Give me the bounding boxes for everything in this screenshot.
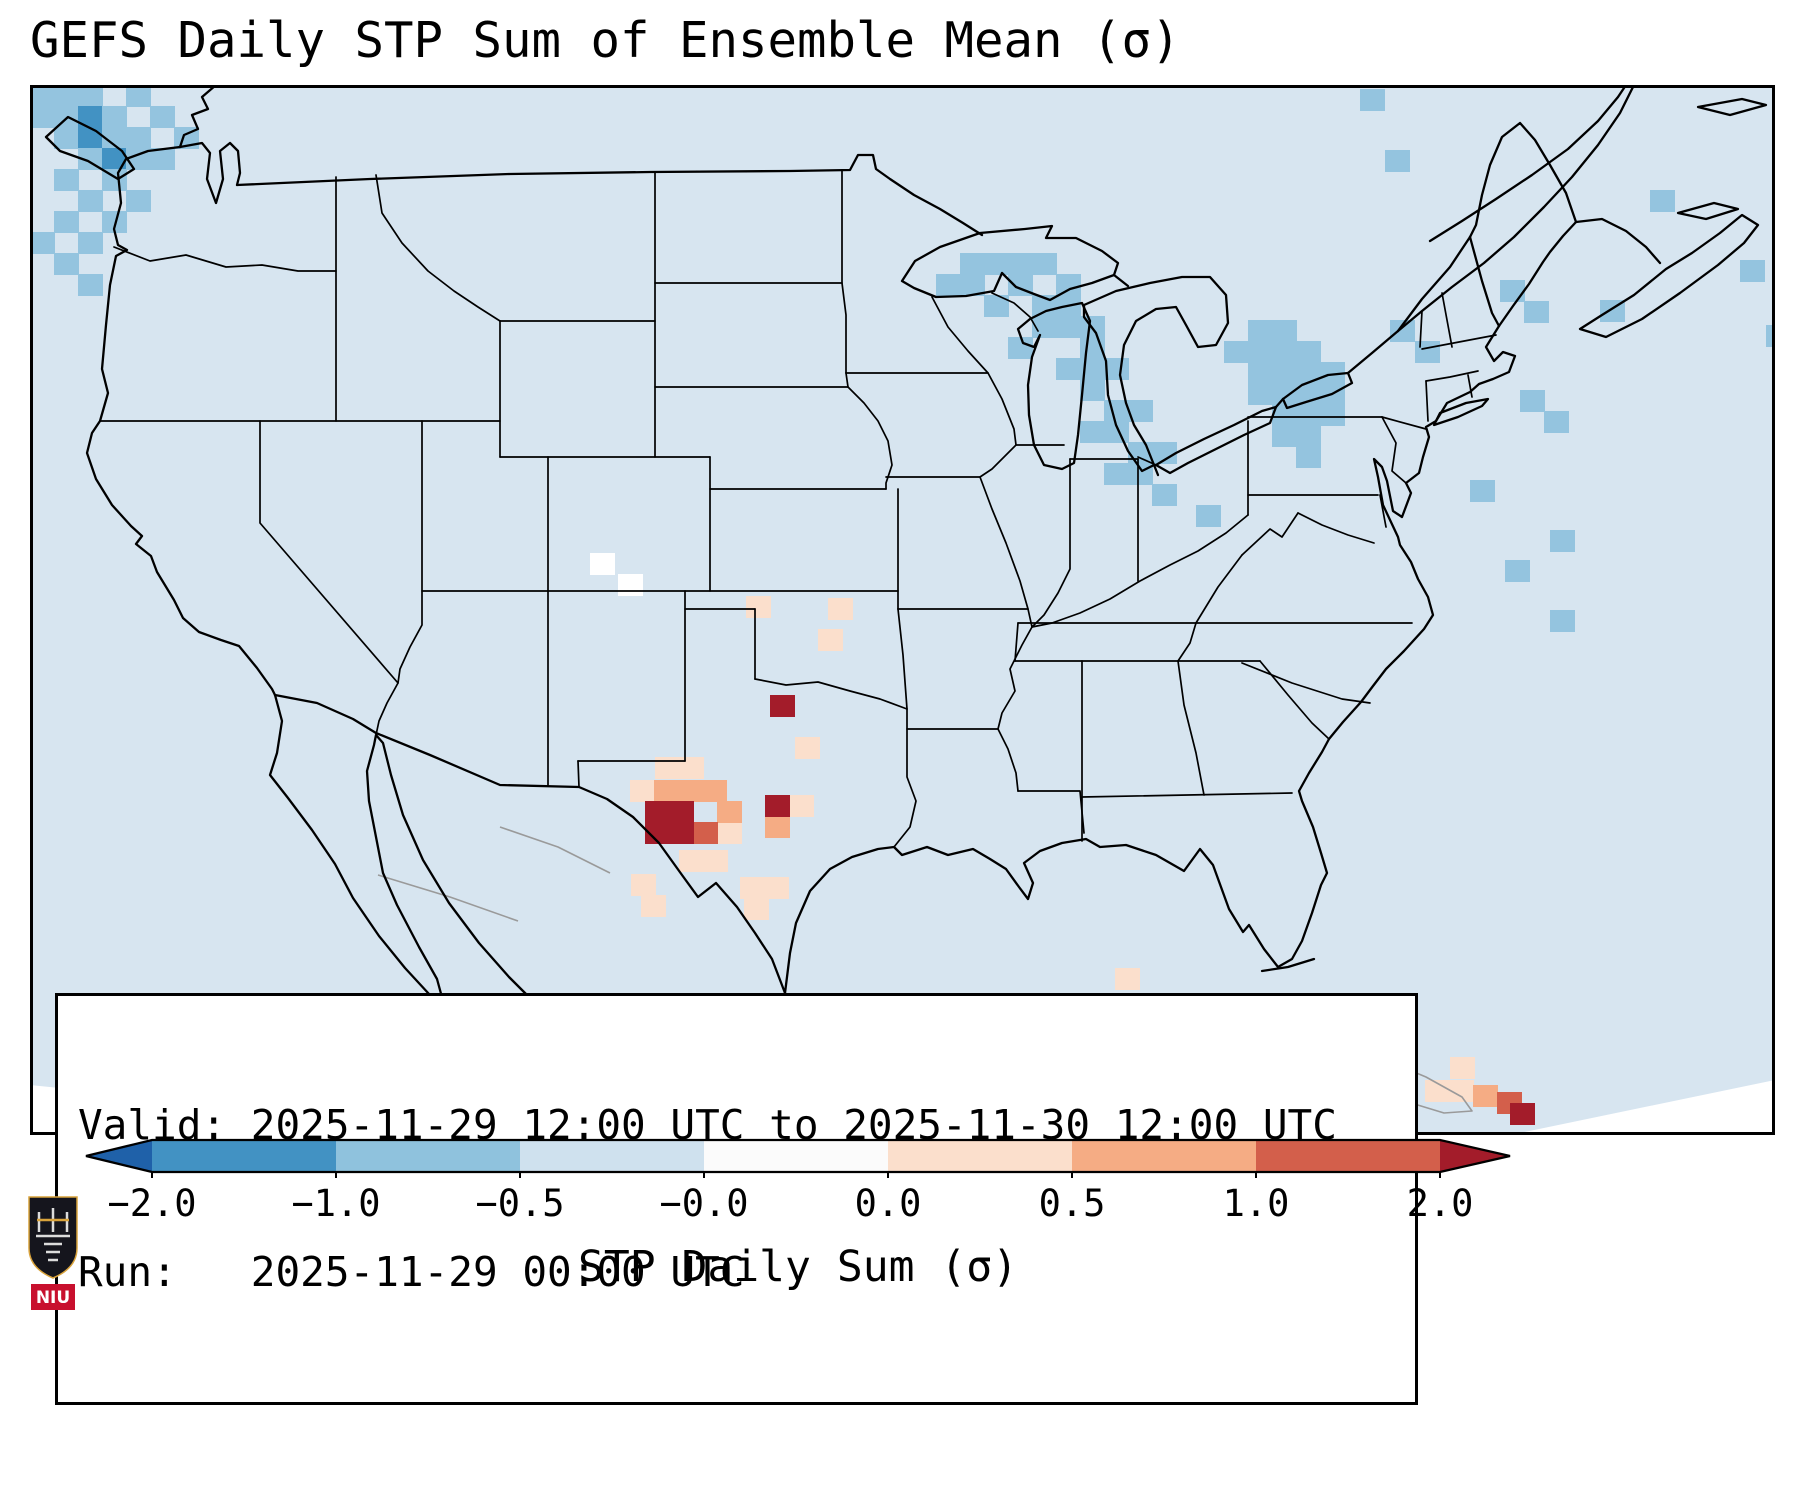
colorbar-label: STP Daily Sum (σ): [577, 1242, 1019, 1292]
domain-mask-right: [1510, 1080, 1775, 1135]
colorbar-tick-label-1: −1.0: [291, 1182, 381, 1225]
colorbar-tick-label-3: −0.0: [659, 1182, 749, 1225]
niu-shield-icon: NIU: [28, 1196, 78, 1310]
figure-title: GEFS Daily STP Sum of Ensemble Mean (σ): [30, 12, 1181, 69]
map-background: [30, 85, 1775, 1135]
colorbar-tick-label-2: −0.5: [475, 1182, 565, 1225]
run-time-line: Run: 2025-11-29 00:00 UTC: [78, 1248, 745, 1296]
colorbar-tick-label-7: 2.0: [1406, 1182, 1474, 1225]
colorbar-tick-label-0: −2.0: [107, 1182, 197, 1225]
colorbar-svg: [85, 1138, 1511, 1178]
niu-banner: [31, 1284, 75, 1310]
state-borders: [99, 170, 1497, 848]
map-panel: Valid: 2025-11-29 12:00 UTC to 2025-11-3…: [30, 85, 1775, 1405]
map-svg: [30, 85, 1775, 1135]
colorbar-tick-label-5: 0.5: [1038, 1182, 1106, 1225]
colorbar-tick-label-4: 0.0: [854, 1182, 922, 1225]
niu-logo-text: NIU: [36, 1288, 70, 1308]
coastlines: [44, 85, 1768, 1135]
colorbar-geometry: [85, 1138, 1511, 1178]
niu-shield: [28, 1196, 78, 1279]
colorbar-tick-label-6: 1.0: [1222, 1182, 1290, 1225]
validity-info-box: Valid: 2025-11-29 12:00 UTC to 2025-11-3…: [55, 993, 1418, 1405]
niu-logo: NIU: [24, 1194, 82, 1320]
